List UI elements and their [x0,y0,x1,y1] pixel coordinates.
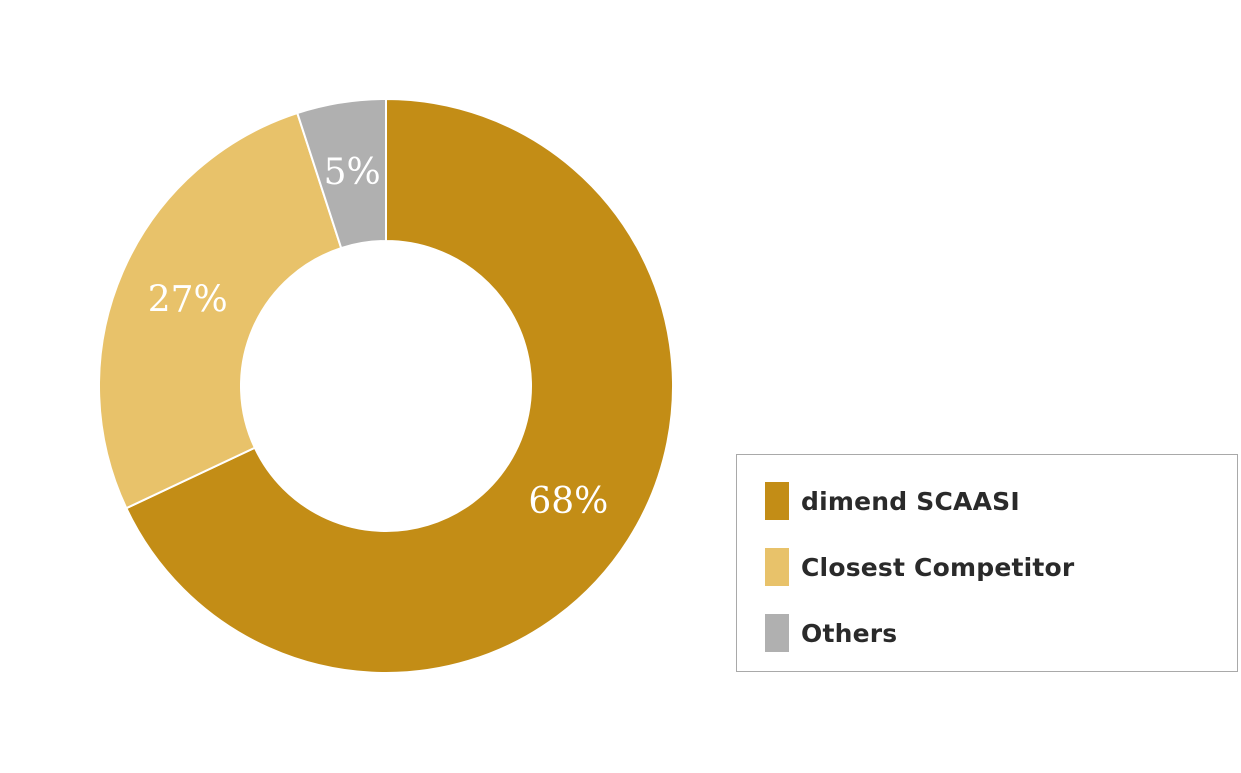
chart-legend: dimend SCAASI Closest Competitor Others [736,454,1238,672]
legend-swatch [765,614,789,652]
legend-swatch [765,548,789,586]
legend-label: Closest Competitor [801,552,1075,582]
donut-slice [98,111,343,510]
legend-item-others: Others [765,613,897,653]
slice-percent-label: 5% [324,152,381,193]
legend-swatch [765,482,789,520]
slice-percent-label: 27% [148,280,228,321]
slice-percent-label: 68% [528,481,608,522]
legend-label: dimend SCAASI [801,486,1020,516]
donut-chart: 68% 27% 5% [98,97,674,674]
legend-item-dimend-scaasi: dimend SCAASI [765,481,1020,521]
legend-label: Others [801,618,898,648]
legend-item-closest-competitor: Closest Competitor [765,547,1074,587]
donut-slices [98,97,674,674]
slice-labels: 68% 27% 5% [148,152,609,522]
donut-slice [296,97,387,250]
donut-slice [124,97,674,674]
